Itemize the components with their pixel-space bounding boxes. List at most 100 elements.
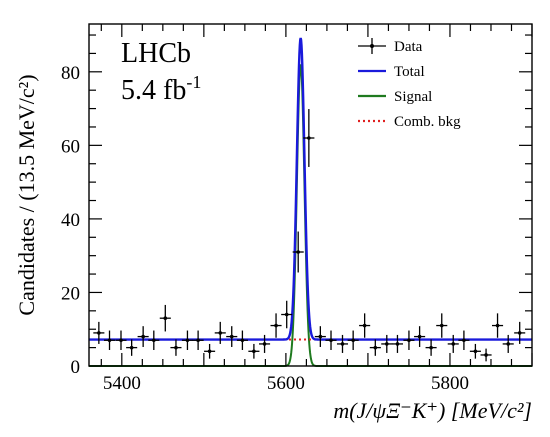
data-point (514, 321, 526, 344)
data-point-marker (296, 250, 300, 254)
x-tick-label: 5400 (103, 373, 141, 394)
data-point-marker (506, 342, 511, 346)
data-point-marker (97, 331, 101, 335)
y-axis-title: Candidates / (13.5 MeV/c²) (14, 74, 39, 315)
data-point (414, 326, 426, 347)
y-tick-label: 0 (71, 357, 81, 378)
data-point (137, 326, 149, 347)
legend-item: Data (358, 38, 423, 55)
y-tick-label: 60 (61, 136, 80, 157)
data-point-marker (196, 338, 200, 343)
y-tick-label: 80 (61, 63, 80, 84)
data-point-marker (129, 345, 134, 350)
data-point-marker (462, 338, 466, 343)
data-point-marker (141, 334, 145, 339)
data-point-marker (417, 334, 422, 339)
data-point (502, 334, 514, 353)
data-point (115, 330, 127, 350)
legend-label: Total (394, 64, 425, 80)
data-point (159, 304, 171, 332)
data-point-marker (329, 338, 333, 343)
data-point-marker (484, 353, 488, 357)
data-point-marker (207, 349, 212, 354)
data-point (381, 334, 393, 353)
data-point-marker (107, 338, 112, 343)
data-point-marker (229, 334, 234, 339)
data-point-marker (495, 323, 500, 328)
data-point-marker (473, 349, 478, 354)
data-point-marker (163, 316, 168, 320)
luminosity-label: 5.4 fb-1 (121, 72, 201, 106)
data-point (347, 330, 359, 350)
data-point (447, 334, 459, 353)
data-point (181, 330, 193, 350)
data-point (214, 321, 226, 344)
legend-item: Total (358, 64, 425, 80)
data-point (103, 330, 116, 350)
data-point-marker (284, 312, 289, 317)
data-point-marker (395, 342, 400, 346)
data-point (170, 339, 182, 356)
data-point (259, 334, 271, 353)
data-point-marker (240, 338, 245, 343)
data-point-marker (318, 334, 323, 339)
data-point-marker (373, 345, 378, 350)
data-point-marker (307, 136, 311, 140)
data-point (303, 109, 315, 167)
data-point (204, 343, 216, 359)
x-axis-title: m(J/ψΞ⁻K⁺) [MeV/c²] (333, 398, 532, 423)
data-point (292, 231, 304, 273)
legend-label: Data (394, 39, 423, 55)
data-point (148, 330, 160, 350)
data-point (359, 313, 371, 338)
data-point (403, 330, 415, 350)
data-point-marker (451, 342, 456, 346)
data-point (480, 348, 492, 362)
data-point (436, 313, 448, 338)
data-point-marker (429, 345, 433, 350)
legend-symbol-marker (370, 44, 374, 48)
data-point-marker (362, 323, 367, 328)
legend-item: Comb. bkg (358, 114, 461, 130)
data-point (391, 334, 403, 353)
data-point-marker (152, 338, 156, 343)
luminosity-value: 5.4 fb (121, 75, 186, 106)
y-tick-label: 20 (61, 283, 80, 304)
legend-label: Signal (394, 89, 432, 105)
data-point-marker (252, 349, 256, 354)
data-point (425, 339, 437, 356)
data-point-marker (274, 323, 278, 328)
data-point-marker (340, 342, 345, 346)
data-point (93, 321, 105, 344)
legend-item: Signal (358, 89, 432, 105)
data-point (226, 326, 238, 347)
data-point-marker (407, 338, 411, 343)
data-point (336, 334, 349, 353)
data-point (469, 343, 481, 359)
data-point (314, 326, 326, 347)
data-point (492, 313, 504, 338)
data-point (281, 300, 293, 329)
data-point-marker (174, 345, 178, 350)
data-point (369, 339, 381, 356)
data-point (236, 330, 248, 350)
data-point (270, 313, 282, 338)
data-point-marker (439, 323, 444, 328)
data-point-marker (517, 331, 522, 335)
legend-label: Comb. bkg (394, 114, 461, 130)
data-point (458, 330, 470, 350)
data-point-marker (384, 342, 389, 346)
data-point (126, 339, 138, 356)
data-point (192, 330, 204, 350)
data-point (325, 330, 337, 350)
plot-frame (88, 23, 533, 367)
data-point-marker (351, 338, 355, 343)
data-point-marker (119, 338, 123, 343)
x-tick-label: 5800 (431, 373, 469, 394)
data-point-marker (185, 338, 190, 343)
data-point (248, 343, 260, 359)
luminosity-exponent: -1 (186, 72, 201, 92)
data-point-marker (262, 342, 267, 346)
y-tick-label: 40 (61, 210, 80, 231)
